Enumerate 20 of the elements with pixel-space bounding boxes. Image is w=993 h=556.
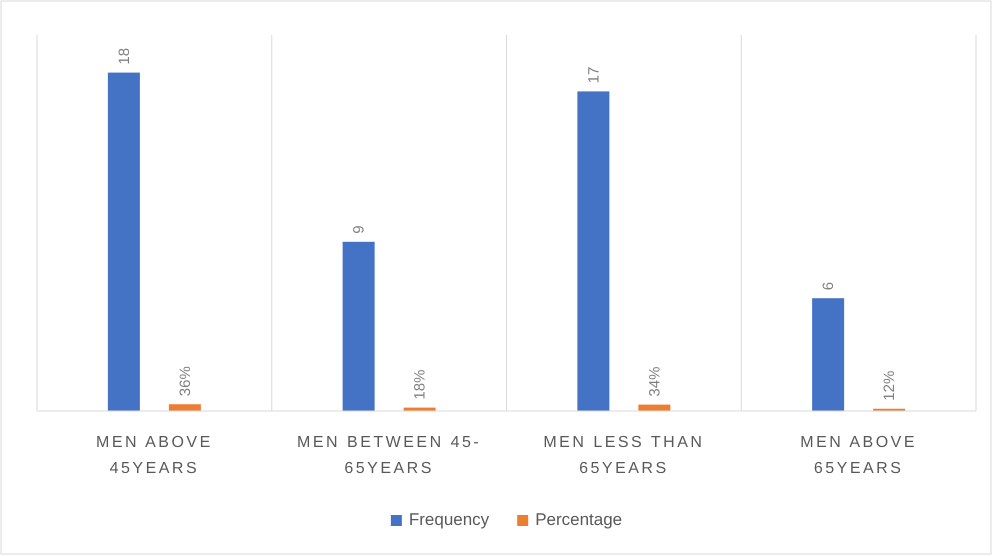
data-label: 6 bbox=[820, 282, 838, 290]
bar bbox=[108, 72, 140, 411]
x-tick-label: MEN ABOVE 45YEARS bbox=[96, 434, 213, 477]
legend-label: Frequency bbox=[408, 510, 490, 529]
bar bbox=[638, 404, 670, 411]
x-tick-label: MEN BETWEEN 45-65YEARS bbox=[297, 434, 482, 477]
data-label: 36% bbox=[176, 366, 194, 396]
x-tick-label: MEN ABOVE 65YEARS bbox=[800, 434, 917, 477]
data-label: 18 bbox=[116, 48, 133, 65]
x-tick-label: MEN LESS THAN 65YEARS bbox=[543, 434, 704, 477]
data-label: 18% bbox=[412, 370, 429, 400]
data-label: 34% bbox=[646, 366, 664, 397]
bar bbox=[168, 404, 201, 411]
data-label: 12% bbox=[881, 370, 898, 401]
legend-label: Percentage bbox=[535, 510, 622, 529]
bar bbox=[342, 242, 375, 411]
bar bbox=[812, 298, 844, 411]
data-label: 9 bbox=[350, 225, 368, 234]
data-label: 17 bbox=[585, 66, 602, 84]
bar bbox=[577, 91, 610, 411]
